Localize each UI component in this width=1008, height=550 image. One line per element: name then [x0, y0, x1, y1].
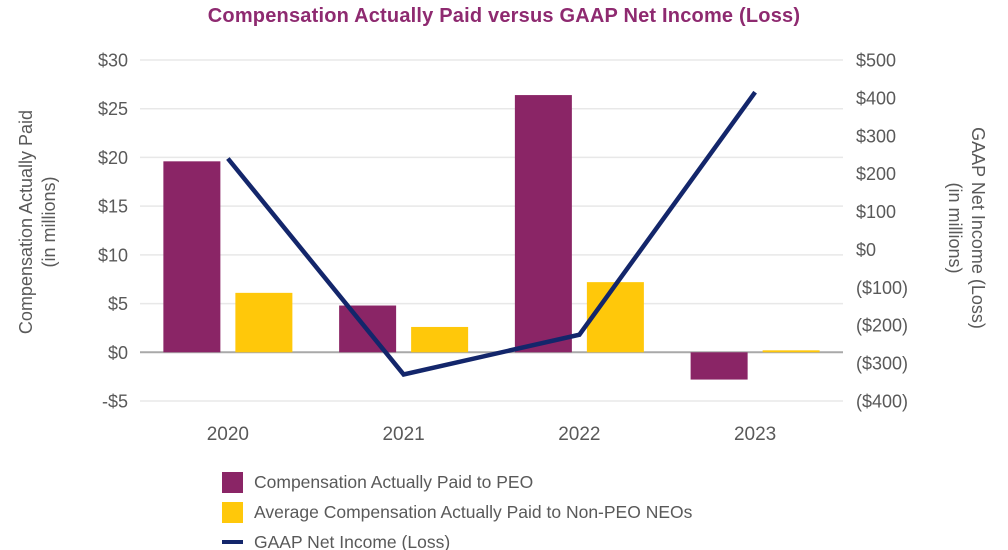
right-axis-title: GAAP Net Income (Loss) (in millions)	[943, 127, 989, 329]
legend-label-non-peo: Average Compensation Actually Paid to No…	[254, 501, 693, 522]
right-axis-tick-label: ($200)	[856, 316, 908, 336]
right-axis-tick-label: $100	[856, 202, 896, 222]
right-axis-tick-label: $200	[856, 164, 896, 184]
bar-peo-2023	[690, 352, 748, 380]
left-axis-title-line1: Compensation Actually Paid	[16, 109, 36, 335]
bar-non-peo-2023	[762, 350, 820, 353]
bar-peo-2020	[163, 161, 221, 353]
left-axis-tick-label: $30	[98, 51, 128, 71]
legend-label-peo: Compensation Actually Paid to PEO	[254, 471, 534, 492]
right-axis-tick-label: $500	[856, 51, 896, 71]
right-axis-tick-label: ($400)	[856, 392, 908, 412]
x-axis-label: 2022	[558, 424, 600, 445]
left-axis-tick-label: $5	[108, 294, 128, 314]
right-axis-tick-label: $400	[856, 88, 896, 108]
legend-label-gaap: GAAP Net Income (Loss)	[254, 531, 451, 550]
right-axis-tick-label: $300	[856, 126, 896, 146]
bar-peo-2022	[514, 95, 572, 353]
left-axis-tick-label: $15	[98, 197, 128, 217]
left-axis-tick-label: $20	[98, 148, 128, 168]
bar-non-peo-2021	[411, 326, 469, 353]
legend-item-non-peo: Average Compensation Actually Paid to No…	[222, 501, 692, 523]
right-axis-tick-label: ($300)	[856, 354, 908, 374]
left-axis-title-line2: (in millions)	[39, 176, 59, 268]
legend: Compensation Actually Paid to PEO Averag…	[222, 471, 692, 550]
right-axis-tick-label: ($100)	[856, 278, 908, 298]
right-axis-tick-label: $0	[856, 240, 876, 260]
left-axis-tick-label: $10	[98, 245, 128, 265]
bar-non-peo-2022	[586, 282, 644, 353]
x-axis-label: 2021	[382, 424, 424, 445]
gaap-net-income-line	[226, 90, 757, 377]
bar-non-peo-2020	[235, 292, 293, 353]
left-axis-tick-label: $0	[108, 343, 128, 363]
x-axis-label: 2020	[207, 424, 249, 445]
peo-swatch-icon	[222, 471, 243, 493]
x-axis-label: 2023	[734, 424, 776, 445]
left-axis-tick-label: $25	[98, 99, 128, 119]
chart-title: Compensation Actually Paid versus GAAP N…	[207, 5, 801, 27]
right-axis-title-line1: GAAP Net Income (Loss)	[968, 127, 988, 329]
right-axis-title-line2: (in millions)	[945, 182, 965, 274]
gaap-line-swatch-icon	[222, 540, 243, 544]
left-axis-title: Compensation Actually Paid (in millions)	[15, 110, 61, 334]
legend-item-gaap: GAAP Net Income (Loss)	[222, 531, 692, 550]
left-axis-tick-label: -$5	[102, 392, 128, 412]
legend-item-peo: Compensation Actually Paid to PEO	[222, 471, 692, 493]
non-peo-swatch-icon	[222, 501, 243, 523]
